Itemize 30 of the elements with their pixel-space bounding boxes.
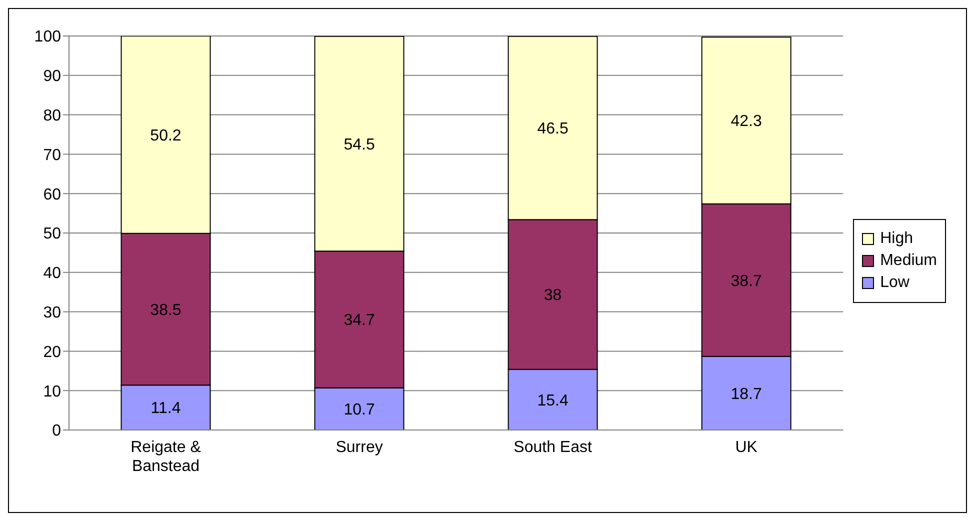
data-label: 34.7 <box>344 312 375 330</box>
data-label: 11.4 <box>150 400 181 418</box>
data-label: 10.7 <box>344 402 375 419</box>
y-tick-label: 0 <box>52 422 62 440</box>
data-label: 54.5 <box>344 136 375 154</box>
data-label: 15.4 <box>537 392 568 410</box>
legend-label: High <box>880 230 913 248</box>
data-label: 38.7 <box>730 272 762 290</box>
y-tick-label: 80 <box>43 107 62 124</box>
data-label: 46.5 <box>537 120 568 138</box>
data-label: 18.7 <box>730 386 762 403</box>
y-tick-label: 20 <box>43 344 62 361</box>
data-label: 42.3 <box>730 113 762 130</box>
y-tick-label: 60 <box>43 186 62 204</box>
x-tick-label: Reigate & Banstead <box>130 439 202 475</box>
x-tick-label: Surrey <box>336 439 383 456</box>
y-tick-label: 10 <box>43 383 62 400</box>
x-tick-label: UK <box>735 439 758 456</box>
y-tick-label: 40 <box>43 265 62 282</box>
y-tick-label: 50 <box>43 226 62 243</box>
data-label: 50.2 <box>150 127 182 144</box>
y-tick-label: 90 <box>43 68 62 86</box>
y-tick-label: 30 <box>43 304 62 322</box>
legend-label: Medium <box>880 252 937 270</box>
data-label: 38.5 <box>150 302 182 319</box>
x-tick-label: South East <box>514 439 592 456</box>
y-tick-label: 70 <box>43 146 62 164</box>
legend-label: Low <box>880 274 910 292</box>
y-tick-label: 100 <box>34 28 62 46</box>
data-label: 38 <box>544 287 562 304</box>
